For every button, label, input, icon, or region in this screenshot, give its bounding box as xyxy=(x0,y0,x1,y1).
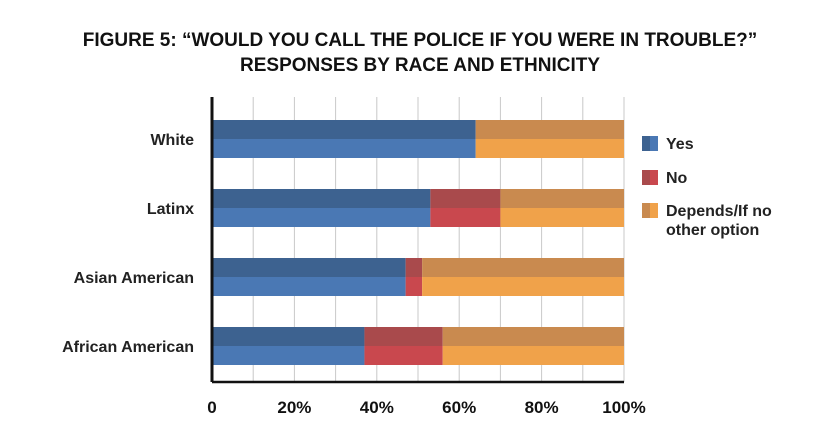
x-tick-label: 100% xyxy=(602,398,645,417)
bar-yes-top xyxy=(212,327,365,346)
legend-swatch xyxy=(650,203,658,218)
legend-swatch xyxy=(642,203,650,218)
bar-no-top xyxy=(364,327,443,346)
bar-no xyxy=(405,277,423,296)
category-label: Latinx xyxy=(147,201,194,218)
legend-swatch xyxy=(642,136,650,151)
bar-depends-if-no-other-option xyxy=(500,208,624,227)
bar-no xyxy=(430,208,501,227)
chart-title-line-1: FIGURE 5: “WOULD YOU CALL THE POLICE IF … xyxy=(82,30,758,51)
bar-yes-top xyxy=(212,189,431,208)
legend-label: No xyxy=(666,170,688,187)
bar-depends-if-no-other-option-top xyxy=(442,327,624,346)
bar-depends-if-no-other-option-top xyxy=(475,120,624,139)
bar-yes xyxy=(212,346,365,365)
legend-label: Yes xyxy=(666,136,694,153)
legend-label: Depends/If no xyxy=(666,203,772,220)
bar-no xyxy=(364,346,443,365)
bar-yes-top xyxy=(212,258,406,277)
chart-title-line-2: RESPONSES BY RACE AND ETHNICITY xyxy=(240,55,600,76)
legend-swatch xyxy=(650,170,658,185)
bar-yes-top xyxy=(212,120,476,139)
x-tick-label: 60% xyxy=(442,398,476,417)
legend-label: other option xyxy=(666,222,759,239)
x-axis: 0 20% 40% 60% 80% 100% xyxy=(207,97,646,417)
x-tick-label: 80% xyxy=(525,398,559,417)
bar-no-top xyxy=(430,189,501,208)
x-tick-label: 0 xyxy=(207,398,216,417)
category-label: White xyxy=(150,132,194,149)
bar-yes xyxy=(212,277,406,296)
bars xyxy=(212,120,624,365)
bar-yes xyxy=(212,208,431,227)
legend-swatch xyxy=(650,136,658,151)
category-label: Asian American xyxy=(74,270,194,287)
category-label: African American xyxy=(62,339,194,356)
legend: Yes No Depends/If no other option xyxy=(642,136,772,239)
bar-no-top xyxy=(405,258,423,277)
bar-depends-if-no-other-option-top xyxy=(500,189,624,208)
x-tick-label: 40% xyxy=(360,398,394,417)
bar-depends-if-no-other-option-top xyxy=(422,258,624,277)
bar-depends-if-no-other-option xyxy=(422,277,624,296)
x-tick-label: 20% xyxy=(277,398,311,417)
bar-yes xyxy=(212,139,476,158)
bar-depends-if-no-other-option xyxy=(442,346,624,365)
bar-depends-if-no-other-option xyxy=(475,139,624,158)
category-labels: White Latinx Asian American African America… xyxy=(62,132,194,356)
legend-swatch xyxy=(642,170,650,185)
